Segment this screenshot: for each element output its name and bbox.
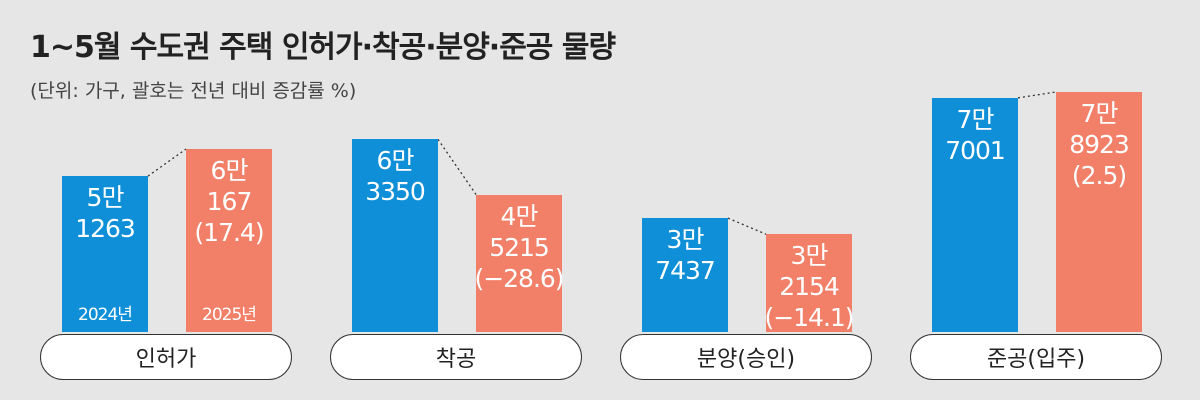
category-label: 준공(입주) <box>910 334 1162 380</box>
bar <box>476 194 562 332</box>
legend-label: 2025년 <box>202 305 257 325</box>
value-label: 7만 8923 <box>1069 99 1130 159</box>
category-label: 분양(승인) <box>620 334 872 380</box>
connector <box>1017 91 1057 99</box>
bar <box>766 234 852 332</box>
change-label: (−14.1) <box>764 303 854 333</box>
category-label: 인허가 <box>40 334 292 380</box>
connector <box>727 217 767 235</box>
bar <box>932 97 1018 332</box>
change-label: (17.4) <box>194 218 264 248</box>
value-label: 3만 2154 <box>779 241 840 302</box>
value-label: 7만 7001 <box>945 104 1006 165</box>
change-label: (−28.6) <box>474 263 564 293</box>
chart-title: 1~5월 수도권 주택 인허가·착공·분양·준공 물량 <box>30 30 616 65</box>
value-label: 4만 5215 <box>489 201 550 262</box>
bar <box>62 176 148 332</box>
bar <box>1056 92 1142 332</box>
value-label: 5만 1263 <box>75 183 136 244</box>
value-label: 6만 3350 <box>365 146 426 207</box>
legend-label: 2024년 <box>78 305 133 325</box>
bar <box>186 149 272 332</box>
chart-subtitle: (단위: 가구, 괄호는 전년 대비 증감률 %) <box>30 80 357 102</box>
value-label: 3만 7437 <box>655 225 716 286</box>
bar <box>642 218 728 332</box>
change-label: (2.5) <box>1071 161 1127 190</box>
connector <box>437 138 477 195</box>
value-label: 6만 167 <box>206 156 253 217</box>
category-label: 착공 <box>330 334 582 380</box>
bar <box>352 139 438 332</box>
